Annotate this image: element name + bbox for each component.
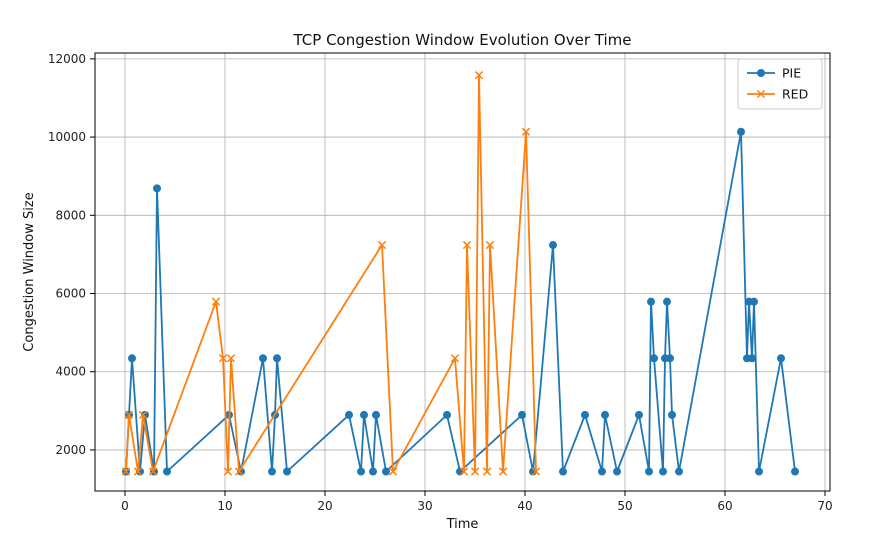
y-tick-label: 10000	[48, 130, 86, 144]
data-point-pie	[748, 354, 756, 363]
data-point-pie	[369, 467, 377, 476]
data-point-pie	[163, 467, 171, 476]
x-tick-label: 40	[517, 499, 532, 513]
legend-label: RED	[782, 87, 808, 102]
series-line-red	[125, 74, 537, 473]
data-point-pie	[601, 410, 609, 419]
data-point-red	[223, 467, 233, 476]
chart-title: TCP Congestion Window Evolution Over Tim…	[293, 31, 632, 49]
legend-entry-red: RED	[747, 87, 808, 102]
grid	[95, 53, 830, 491]
data-point-red	[138, 410, 148, 420]
data-point-pie	[668, 410, 676, 419]
data-point-pie	[128, 354, 136, 363]
data-point-pie	[357, 467, 365, 476]
y-axis-label: Congestion Window Size	[22, 192, 37, 351]
data-point-red	[377, 240, 387, 250]
data-point-red	[521, 127, 531, 136]
data-point-red	[211, 297, 221, 306]
data-point-pie	[273, 354, 281, 363]
data-point-red	[148, 467, 158, 476]
data-point-pie	[675, 467, 683, 476]
legend-marker	[756, 89, 766, 99]
data-point-pie	[456, 467, 464, 476]
legend: PIE RED	[737, 58, 823, 110]
x-tick-label: 50	[617, 499, 632, 513]
plot-frame	[94, 52, 831, 492]
data-point-pie	[518, 410, 526, 419]
data-point-red	[226, 354, 236, 363]
data-point-pie	[268, 467, 276, 476]
data-point-pie	[613, 467, 621, 476]
legend-label: PIE	[782, 66, 801, 81]
data-point-red	[531, 467, 541, 476]
x-tick-label: 60	[717, 499, 732, 513]
data-point-red	[470, 467, 480, 476]
data-point-pie	[659, 467, 667, 476]
data-point-pie	[153, 184, 161, 193]
data-point-pie	[559, 467, 567, 476]
data-point-red	[462, 240, 472, 250]
data-point-pie	[663, 297, 671, 306]
y-tick-label: 12000	[48, 52, 86, 66]
data-point-red	[459, 467, 469, 476]
y-tick-label: 8000	[55, 208, 86, 222]
x-axis-label: Time	[446, 517, 479, 532]
data-point-pie	[737, 127, 745, 136]
y-tick-label: 4000	[55, 365, 86, 379]
data-point-red	[124, 410, 134, 420]
y-tick-label: 2000	[55, 443, 86, 457]
legend-marker	[757, 69, 765, 77]
series-layer	[121, 71, 799, 476]
data-point-pie	[549, 241, 557, 250]
data-point-pie	[360, 410, 368, 419]
data-point-pie	[755, 467, 763, 476]
data-point-pie	[666, 354, 674, 363]
data-point-pie	[777, 354, 785, 363]
data-point-pie	[372, 410, 380, 419]
x-tick-label: 70	[817, 499, 832, 513]
data-point-pie	[283, 467, 291, 476]
x-tick-label: 30	[417, 499, 432, 513]
legend-entry-pie: PIE	[747, 66, 801, 81]
data-point-pie	[650, 354, 658, 363]
ticks: 0 10 20 30 40 50 60 70 2000 4000 6000 8000 10000 1200…	[48, 52, 833, 513]
data-point-pie	[382, 467, 390, 476]
data-point-red	[450, 354, 460, 363]
series-red	[121, 71, 541, 476]
data-point-pie	[645, 467, 653, 476]
data-point-red	[485, 240, 495, 250]
data-point-red	[218, 354, 228, 363]
data-point-pie	[791, 467, 799, 476]
data-point-red	[474, 71, 484, 80]
data-point-pie	[345, 410, 353, 419]
x-tick-label: 20	[317, 499, 332, 513]
data-point-pie	[259, 354, 267, 363]
data-point-pie	[443, 410, 451, 419]
legend-box	[737, 58, 823, 110]
data-point-pie	[581, 410, 589, 419]
data-point-pie	[598, 467, 606, 476]
data-point-red	[133, 467, 143, 476]
x-tick-label: 0	[121, 499, 129, 513]
data-point-red	[121, 467, 131, 476]
data-point-pie	[635, 410, 643, 419]
data-point-pie	[750, 297, 758, 306]
data-point-red	[482, 467, 492, 476]
data-point-red	[498, 467, 508, 476]
data-point-red	[388, 467, 398, 476]
data-point-pie	[647, 297, 655, 306]
x-tick-label: 10	[217, 499, 232, 513]
data-point-red	[234, 467, 244, 476]
y-tick-label: 6000	[55, 287, 86, 301]
